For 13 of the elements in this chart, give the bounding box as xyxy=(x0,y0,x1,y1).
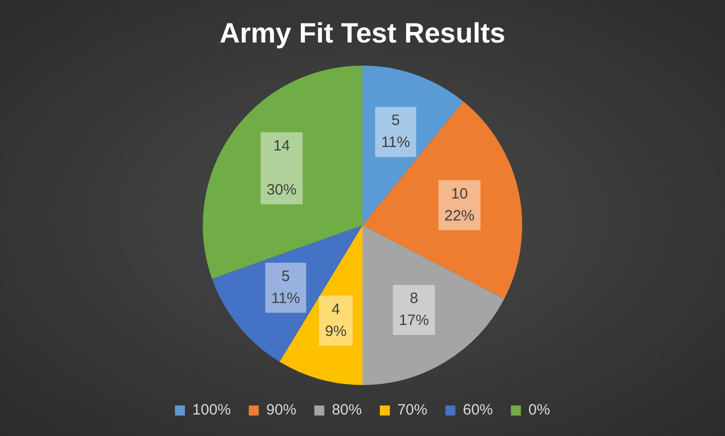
data-label: 10 22% xyxy=(444,185,474,224)
text: 14 30% xyxy=(266,137,297,198)
data-label: 8 17% xyxy=(398,290,429,330)
legend-label: 90% xyxy=(266,402,296,419)
data-label: 4 9% xyxy=(324,300,347,340)
data-label: 5 11% xyxy=(271,268,300,307)
legend-label: 100% xyxy=(192,402,231,419)
legend-label: 0% xyxy=(528,402,550,419)
legend-label: 80% xyxy=(332,402,362,419)
chart-title: Army Fit Test Results xyxy=(220,18,506,49)
legend-label: 60% xyxy=(462,402,493,419)
legend-label: 70% xyxy=(397,402,428,419)
data-label: 5 11% xyxy=(381,112,410,152)
